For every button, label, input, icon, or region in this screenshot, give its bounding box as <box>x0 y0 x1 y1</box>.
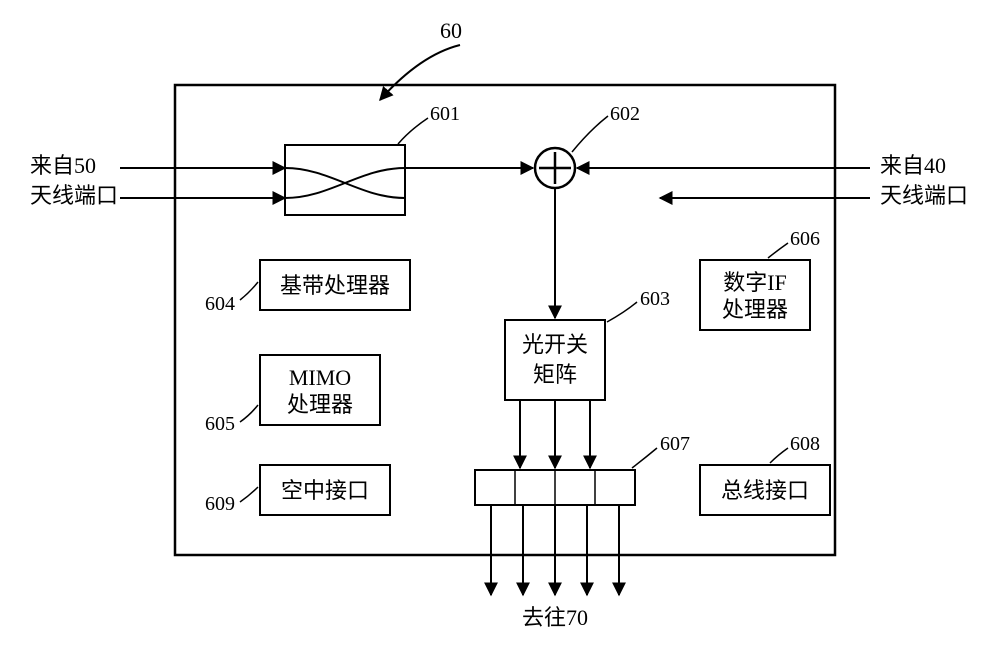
main-ref-label: 60 <box>440 18 462 43</box>
ref-608: 608 <box>790 433 820 455</box>
ref-605: 605 <box>205 413 235 435</box>
dif-l2: 处理器 <box>722 297 788 322</box>
leader-601 <box>398 118 428 144</box>
mimo-l2: 处理器 <box>287 392 353 417</box>
switch-l1: 光开关 <box>522 332 588 357</box>
ref-607: 607 <box>660 433 690 455</box>
switch-l2: 矩阵 <box>533 362 577 387</box>
bottom-out-label: 去往70 <box>522 605 588 630</box>
leader-602 <box>572 116 608 152</box>
ref-601: 601 <box>430 103 460 125</box>
ref-606: 606 <box>790 228 820 250</box>
leader-608 <box>770 448 788 463</box>
leader-606 <box>768 243 788 258</box>
baseband-label: 基带处理器 <box>280 273 390 298</box>
left-in-label-2: 天线端口 <box>30 183 118 208</box>
air-if-label: 空中接口 <box>281 478 369 503</box>
main-ref-pointer <box>380 45 460 100</box>
mimo-l1: MIMO <box>289 365 351 390</box>
leader-609 <box>240 487 258 502</box>
leader-605 <box>240 405 258 422</box>
right-in-label-2: 天线端口 <box>880 183 968 208</box>
left-in-label-1: 来自50 <box>30 153 96 178</box>
right-in-label-1: 来自40 <box>880 153 946 178</box>
ref-602: 602 <box>610 103 640 125</box>
ref-609: 609 <box>205 493 235 515</box>
crossbar-block <box>285 145 405 215</box>
leader-603 <box>607 302 637 322</box>
ref-603: 603 <box>640 288 670 310</box>
leader-607 <box>632 448 657 468</box>
dif-l1: 数字IF <box>723 270 787 295</box>
bus-if-label: 总线接口 <box>721 478 809 503</box>
ref-604: 604 <box>205 293 235 315</box>
block-diagram: 60 来自50 天线端口 来自40 天线端口 601 602 光开关 矩阵 60… <box>0 0 1000 646</box>
leader-604 <box>240 282 258 300</box>
